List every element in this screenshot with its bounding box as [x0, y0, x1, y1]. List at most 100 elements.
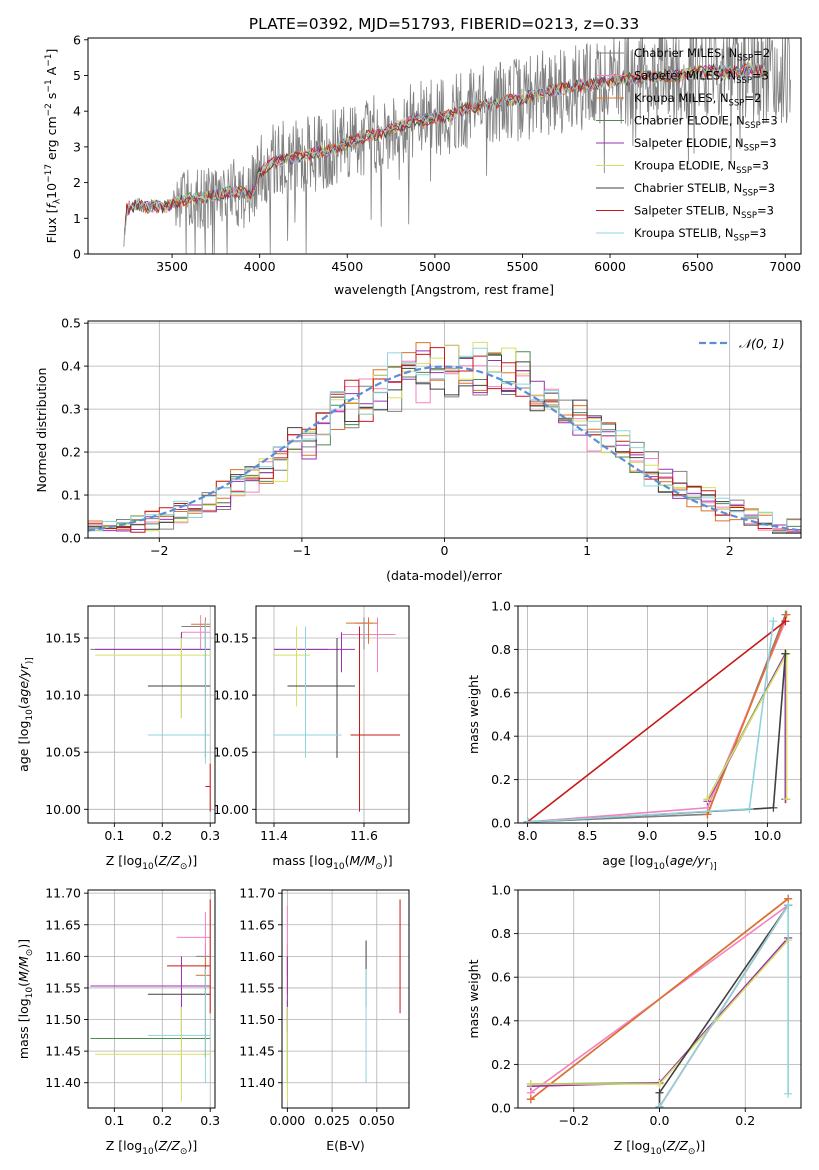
legend-entry: Salpeter MILES, NSSP=3: [634, 69, 769, 87]
y-tick-label: 0.6: [491, 685, 511, 700]
massweight_vs_age-axes: 8.0 8.5 9.0 9.5 10.0 0.0 0.2 0.4 0.6 0.8 1.0 age [l…: [466, 599, 802, 872]
y-tick-label: 11.45: [45, 1044, 81, 1059]
mass_vs_ebv-axes: 0.000 0.025 0.050 11.40 11.45 11.50 11.55 11.60…: [239, 886, 410, 1153]
mass-weight-marker: [655, 1088, 664, 1097]
label-segment: Kroupa STELIB, N: [634, 226, 734, 240]
y-tick-label: 11.65: [45, 917, 81, 932]
label-segment: −17: [44, 164, 54, 183]
y-tick-label: 1: [73, 211, 81, 226]
plot-area: [90, 899, 211, 1102]
mass-weight-marker: [655, 1080, 664, 1089]
spectrum-x-label: wavelength [Angstrom, rest frame]: [334, 282, 554, 297]
label-segment: =2: [744, 91, 761, 105]
label-segment: f: [44, 203, 59, 209]
label-segment: )]: [187, 1138, 197, 1153]
mass-weight-marker: [523, 817, 532, 823]
plots-layer: 3500 4000 4500 5000 5500 6000 6500 7000 0 1 2 3 4 5 6 C…: [16, 32, 802, 1157]
label-segment: Salpeter STELIB, N: [634, 204, 741, 218]
y-tick-label: 10.00: [213, 802, 249, 817]
x-tick-label: 5500: [507, 259, 539, 274]
mass-weight-marker: [769, 803, 778, 812]
label-segment: Chabrier ELODIE, N: [634, 114, 745, 128]
label-segment: )]: [695, 1138, 705, 1153]
label-segment: Z/Z: [158, 853, 181, 868]
label-segment: 10: [650, 1147, 662, 1157]
x-tick-label: 3500: [156, 259, 188, 274]
label-segment: M/M: [16, 956, 31, 982]
mass-weight-line: [527, 620, 786, 823]
x-tick-label: 0.3: [200, 828, 220, 843]
x-tick-label: 9.0: [638, 828, 658, 843]
plot-area: [88, 341, 801, 534]
label-segment: =3: [749, 226, 766, 240]
label-segment: Chabrier STELIB, N: [634, 181, 742, 195]
x-tick-label: 4500: [331, 259, 363, 274]
x-tick-label: 10.0: [754, 828, 782, 843]
y-tick-label: 0.6: [491, 970, 511, 985]
x-tick-label: −1: [293, 543, 311, 558]
label-segment: SSP: [736, 166, 752, 176]
mass-weight-marker: [781, 617, 790, 626]
label-segment: Z/Z: [158, 1138, 181, 1153]
label-segment: Z [log: [106, 853, 142, 868]
plot-area: [274, 617, 400, 812]
y-tick-label: 0.2: [61, 445, 81, 460]
y-tick-label: 0.8: [491, 642, 511, 657]
x-tick-label: −0.2: [559, 1113, 589, 1128]
label-segment: 10: [25, 709, 35, 721]
x-tick-label: 5000: [419, 259, 451, 274]
mass-weight-marker: [655, 1102, 664, 1108]
y-tick-label: 11.50: [239, 1012, 275, 1027]
axes-frame: [87, 889, 216, 1109]
label-segment: Z [log: [106, 1138, 142, 1153]
label-segment: Salpeter MILES, N: [634, 69, 736, 83]
label-segment: =3: [758, 181, 775, 195]
mass_vs_Z-y-label: mass [log10(M/M⊙)]: [16, 939, 35, 1059]
spectrum-model-line: [124, 62, 767, 235]
legend-entry: Salpeter ELODIE, NSSP=3: [634, 136, 777, 154]
age_vs_mass-x-label: mass [log10(M/M⊙)]: [272, 853, 392, 872]
y-tick-label: 0.4: [61, 359, 81, 374]
y-tick-label: 11.70: [239, 886, 275, 901]
label-segment: =3: [761, 114, 778, 128]
y-tick-label: 11.40: [239, 1075, 275, 1090]
spectrum-model-line: [124, 61, 767, 235]
label-segment: age [log: [602, 853, 653, 868]
axes-frame: [281, 889, 410, 1109]
label-segment: λ: [53, 198, 63, 204]
label-segment: SSP: [734, 234, 750, 244]
label-segment: −1: [44, 53, 54, 66]
label-segment: age/yr: [16, 663, 31, 704]
label-segment: 10: [25, 987, 35, 999]
label-segment: (: [16, 982, 31, 987]
label-segment: 10: [142, 862, 154, 872]
label-segment: =2: [753, 46, 770, 60]
spectrum-axes: 3500 4000 4500 5000 5500 6000 6500 7000 0 1 2 3 4 5 6 C…: [44, 32, 802, 297]
mass-weight-marker: [781, 649, 790, 658]
axes-frame: [517, 605, 802, 824]
label-segment: Z [log: [614, 1138, 650, 1153]
mass-weight-marker: [703, 795, 712, 804]
legend-entry: Chabrier MILES, NSSP=2: [634, 46, 770, 64]
label-segment: )]: [710, 862, 717, 872]
age_vs_mass-axes: 11.4 11.6 10.00 10.05 10.10 10.15 mass [log10(…: [213, 605, 410, 872]
mass-weight-marker: [769, 617, 778, 626]
y-tick-label: 11.45: [239, 1044, 275, 1059]
y-tick-label: 10.05: [213, 745, 249, 760]
y-tick-label: 0.3: [61, 402, 81, 417]
mass_vs_Z-x-label: Z [log10(Z/Z⊙)]: [106, 1138, 197, 1157]
x-tick-label: 11.6: [350, 828, 378, 843]
y-tick-label: 4: [73, 104, 81, 119]
y-tick-label: 0.0: [61, 531, 81, 546]
x-tick-label: 4000: [244, 259, 276, 274]
residuals-y-label: Normed distribution: [34, 368, 49, 493]
x-tick-label: 0.1: [104, 1113, 124, 1128]
x-tick-label: −2: [150, 543, 168, 558]
x-tick-label: 0.025: [314, 1113, 350, 1128]
x-tick-label: 8.5: [578, 828, 598, 843]
label-segment: Kroupa ELODIE, N: [634, 159, 736, 173]
histogram-step: [88, 352, 801, 534]
legend-entry: Salpeter STELIB, NSSP=3: [634, 204, 774, 222]
label-segment: )]: [25, 657, 35, 664]
x-tick-label: 0.2: [735, 1113, 755, 1128]
